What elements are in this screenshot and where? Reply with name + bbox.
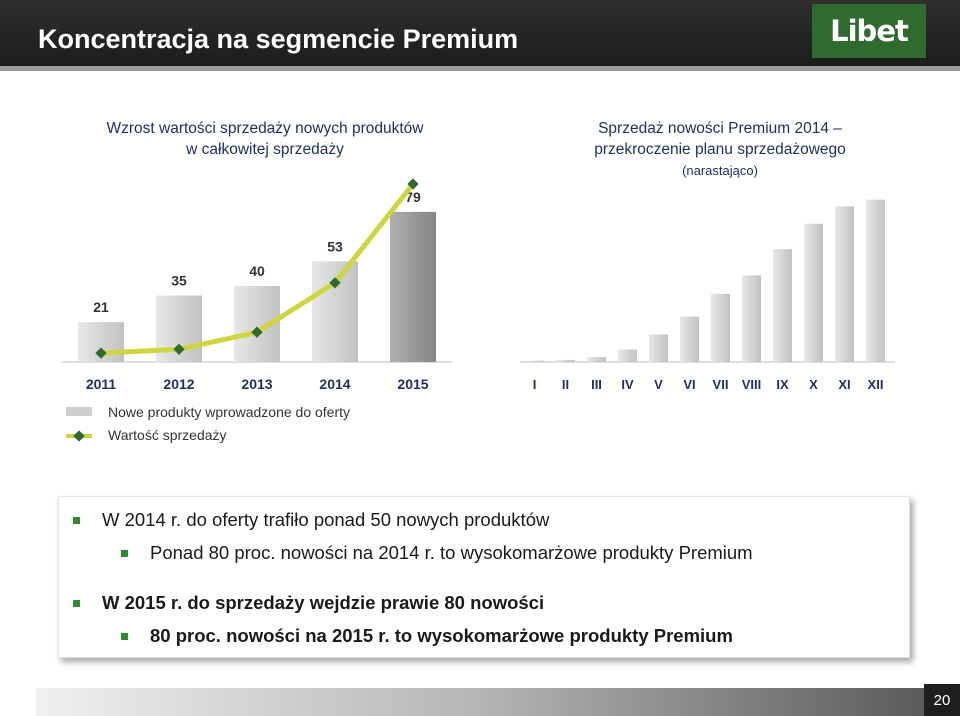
right-bar	[525, 360, 544, 362]
right-chart-subtitle: (narastająco)	[682, 163, 758, 178]
bullet-item: Ponad 80 proc. nowości na 2014 r. to wys…	[121, 542, 753, 564]
left-bar	[390, 211, 436, 362]
sales-value-marker	[173, 343, 185, 355]
libet-logo: Libet	[812, 4, 926, 58]
legend-bar-swatch	[66, 407, 92, 416]
header-bar: Koncentracja na segmencie Premium Libet	[0, 0, 960, 70]
right-chart: I II III IV V VI VII VIII IX X XI XII	[520, 199, 895, 392]
sales-value-marker	[329, 277, 341, 289]
right-x-tick-label: VIII	[742, 377, 762, 392]
bullet-text: 80 proc. nowości na 2015 r. to wysokomar…	[150, 625, 733, 646]
right-x-tick-label: VII	[713, 377, 729, 392]
right-bar	[835, 206, 854, 362]
right-x-tick-label: XI	[838, 377, 850, 392]
left-bar	[312, 261, 358, 362]
sales-value-marker	[407, 178, 419, 190]
bullet-square-icon	[121, 632, 128, 640]
legend-item-bars: Nowe produkty wprowadzone do oferty	[66, 400, 350, 423]
left-x-tick-label: 2012	[163, 376, 194, 392]
right-x-tick-label: X	[809, 377, 818, 392]
right-x-tick-label: V	[654, 377, 663, 392]
left-bar-value-label: 21	[93, 299, 109, 315]
legend-line-label: Wartość sprzedaży	[108, 426, 227, 443]
bullet-square-icon	[73, 599, 80, 607]
legend-line-icon	[66, 429, 92, 442]
right-bar	[556, 359, 575, 362]
left-bar-value-label: 35	[171, 273, 187, 289]
right-x-tick-label: VI	[683, 377, 695, 392]
right-x-tick-label: III	[591, 377, 602, 392]
right-bar	[711, 293, 730, 362]
bullet-item: W 2014 r. do oferty trafiło ponad 50 now…	[73, 509, 549, 531]
legend-bars-label: Nowe produkty wprowadzone do oferty	[108, 403, 351, 420]
right-bar	[649, 334, 668, 362]
left-chart-title-line1: Wzrost wartości sprzedaży nowych produkt…	[106, 120, 424, 137]
page-number: 20	[924, 684, 960, 716]
right-bar	[680, 316, 699, 362]
right-chart-title-line2: przekroczenie planu sprzedażowego	[594, 141, 846, 158]
bullet-text: W 2014 r. do oferty trafiło ponad 50 now…	[102, 509, 550, 530]
right-bar	[587, 357, 606, 362]
legend-line-swatch	[66, 429, 92, 442]
left-chart-title: Wzrost wartości sprzedaży nowych produkt…	[60, 118, 470, 160]
legend-item-line: Wartość sprzedaży	[66, 423, 350, 446]
bullet-text: Ponad 80 proc. nowości na 2014 r. to wys…	[150, 542, 753, 563]
bullet-square-icon	[121, 549, 128, 557]
left-x-tick-label: 2013	[241, 376, 272, 392]
left-x-tick-label: 2014	[319, 376, 350, 392]
left-x-tick-label: 2015	[397, 376, 428, 392]
chart-legend: Nowe produkty wprowadzone do oferty Wart…	[66, 400, 350, 446]
sales-value-marker	[251, 326, 263, 338]
logo-text: Libet	[830, 14, 909, 48]
left-bar-value-label: 40	[249, 263, 265, 279]
left-x-tick-label: 2011	[86, 376, 117, 392]
right-x-tick-label: XII	[868, 377, 884, 392]
right-x-tick-label: I	[533, 377, 537, 392]
bullet-box: W 2014 r. do oferty trafiło ponad 50 now…	[58, 496, 910, 658]
right-x-tick-label: IX	[776, 377, 789, 392]
header-divider	[0, 66, 960, 71]
bullet-text: W 2015 r. do sprzedaży wejdzie prawie 80…	[102, 592, 545, 613]
right-x-tick-label: IV	[621, 377, 634, 392]
bullet-item: 80 proc. nowości na 2015 r. to wysokomar…	[121, 625, 733, 647]
footer-strip	[36, 688, 924, 716]
right-bar	[804, 223, 823, 362]
right-chart-title: Sprzedaż nowości Premium 2014 – przekroc…	[520, 118, 920, 181]
page-title: Koncentracja na segmencie Premium	[38, 24, 519, 54]
bullet-item: W 2015 r. do sprzedaży wejdzie prawie 80…	[73, 592, 544, 614]
right-x-tick-label: II	[562, 377, 569, 392]
right-bar	[866, 199, 885, 362]
right-bar	[773, 249, 792, 362]
left-chart-title-line2: w całkowitej sprzedaży	[186, 141, 344, 158]
bullet-square-icon	[73, 516, 80, 524]
right-bar	[742, 275, 761, 362]
right-bar	[618, 349, 637, 362]
left-bar-value-label: 53	[327, 238, 343, 254]
right-chart-title-line1: Sprzedaż nowości Premium 2014 –	[598, 120, 842, 137]
